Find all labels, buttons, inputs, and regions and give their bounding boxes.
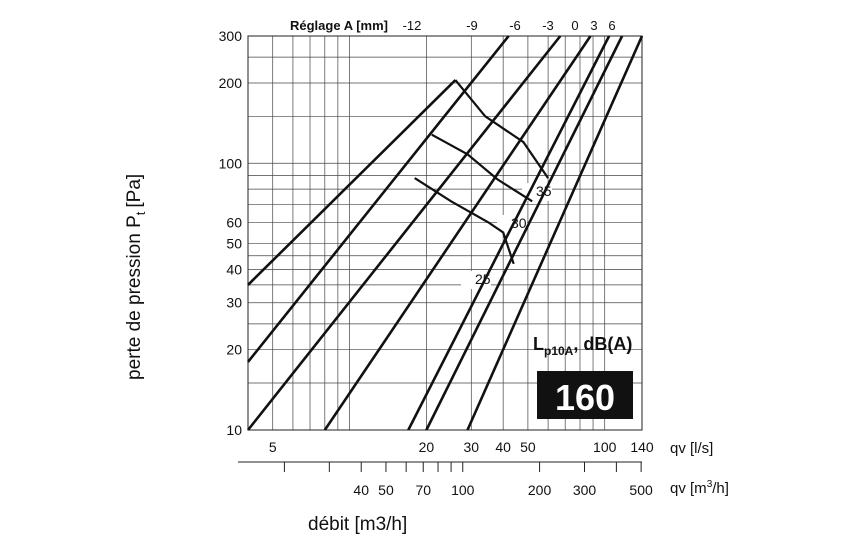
noise-curve-35 xyxy=(454,79,550,179)
x-tick-label-m3h: 100 xyxy=(451,482,475,498)
x-tick-label-m3h: 300 xyxy=(573,482,597,498)
noise-curve-30 xyxy=(431,133,533,203)
reglage-label: 6 xyxy=(608,18,615,33)
reglage-label: -9 xyxy=(466,18,478,33)
grid-minor-x xyxy=(247,36,643,430)
x-tick-label-ls: 100 xyxy=(593,439,617,455)
annotation-value: 160 xyxy=(555,377,615,418)
x-tick-label-ls: 140 xyxy=(630,439,654,455)
grid-minor-y xyxy=(248,35,642,431)
reglage-label: -3 xyxy=(542,18,554,33)
y-tick-label: 50 xyxy=(226,236,242,252)
y-tick-label: 200 xyxy=(219,75,243,91)
x-tick-label-ls: 50 xyxy=(520,439,536,455)
reglage-line--9 xyxy=(246,35,510,363)
x-tick-label-m3h: 500 xyxy=(629,482,653,498)
y-tick-label: 40 xyxy=(226,261,242,277)
x-unit-m3h: qv [m3/h] xyxy=(670,479,729,497)
reglage-label: -12 xyxy=(403,18,422,33)
x-tick-label-ls: 20 xyxy=(419,439,435,455)
y-tick-label: 100 xyxy=(219,155,243,171)
reglage-label: 0 xyxy=(571,18,578,33)
annotation-value-box xyxy=(537,371,633,419)
x-tick-label-ls: 40 xyxy=(495,439,511,455)
x-unit-ls: qv [l/s] xyxy=(670,440,713,457)
x-tick-label-ls: 5 xyxy=(269,439,277,455)
x-tick-label-m3h: 200 xyxy=(528,482,552,498)
reglage-line--3 xyxy=(323,35,592,431)
reglage-line-6 xyxy=(466,35,644,431)
reglage-line--12 xyxy=(247,79,457,286)
y-axis-title: perte de pression Pt[Pa] xyxy=(124,174,148,380)
y-tick-label: 30 xyxy=(226,295,242,311)
reglage-line-3 xyxy=(425,35,624,431)
reglage-label: 3 xyxy=(590,18,597,33)
reglage-label: -6 xyxy=(509,18,521,33)
x-tick-label-m3h: 40 xyxy=(353,482,369,498)
grid-major xyxy=(247,35,643,431)
y-tick-label: 300 xyxy=(219,28,243,44)
y-tick-label: 20 xyxy=(226,342,242,358)
annotation-title: Lp10A, dB(A) xyxy=(533,334,632,358)
x-tick-label-m3h: 70 xyxy=(415,482,431,498)
y-tick-label: 10 xyxy=(226,422,242,438)
noise-curve-25 xyxy=(414,177,515,265)
noise-label-bg xyxy=(522,183,552,201)
x-tick-label-m3h: 50 xyxy=(378,482,394,498)
reglage-title: Réglage A [mm] xyxy=(290,18,388,33)
plot-frame xyxy=(247,35,643,431)
reglage-line-0 xyxy=(407,35,611,431)
x-tick-label-ls: 30 xyxy=(464,439,480,455)
x-axis-title: débit [m3/h] xyxy=(308,514,407,535)
reglage-lines xyxy=(246,35,644,431)
y-tick-label: 60 xyxy=(226,214,242,230)
reglage-line--6 xyxy=(246,35,562,431)
